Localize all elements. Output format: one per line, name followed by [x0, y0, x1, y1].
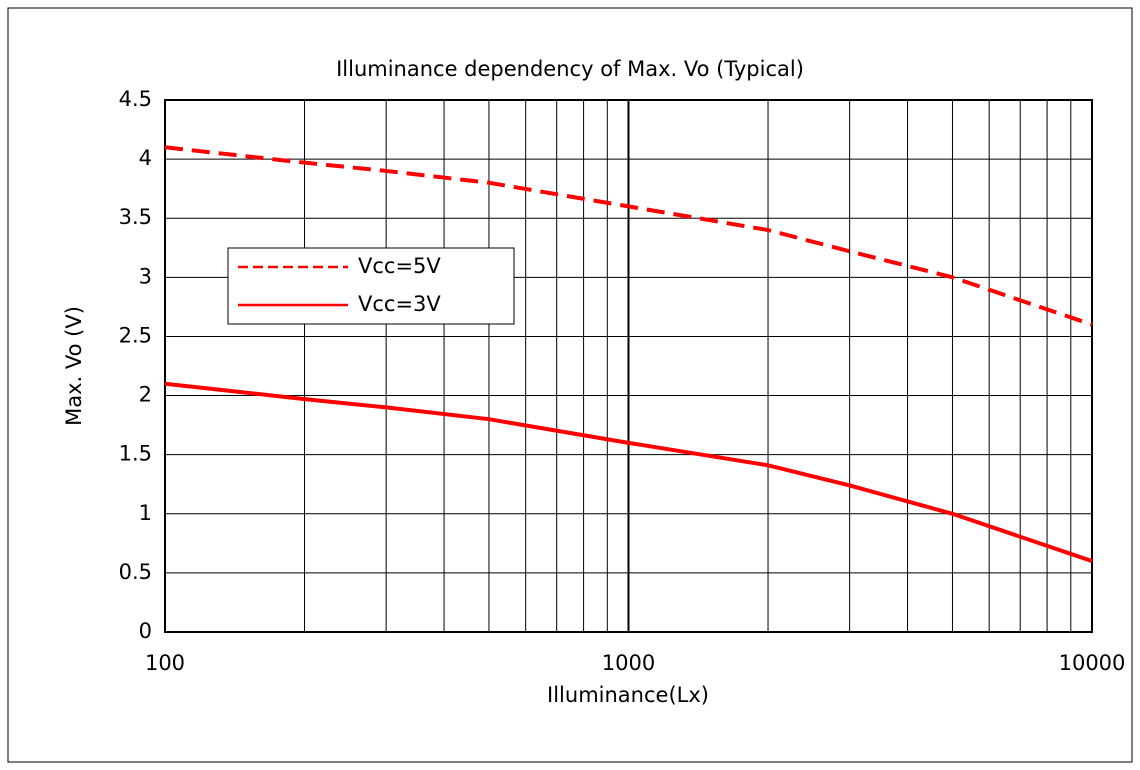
y-tick-label: 4 [139, 146, 152, 170]
y-tick-label: 2 [139, 383, 152, 407]
y-tick-label: 2.5 [119, 323, 152, 347]
plot-border [164, 99, 1093, 633]
y-tick-label: 4.5 [119, 87, 152, 111]
x-tick-label: 1000 [602, 651, 655, 675]
series-line [164, 145, 1093, 327]
y-tick-label: 0 [139, 619, 152, 643]
legend-label: Vcc=5V [358, 254, 441, 278]
legend-box [227, 247, 515, 325]
series-line [164, 381, 1093, 563]
chart-title: Illuminance dependency of Max. Vo (Typic… [336, 57, 804, 81]
x-tick-label: 100 [145, 651, 185, 675]
legend-label: Vcc=3V [358, 292, 441, 316]
x-axis-label: Illuminance(Lx) [547, 683, 709, 707]
y-tick-label: 3 [139, 264, 152, 288]
y-tick-label: 0.5 [119, 560, 152, 584]
y-axis-label: Max. Vo (V) [62, 306, 86, 426]
y-tick-label: 3.5 [119, 205, 152, 229]
y-tick-label: 1 [139, 501, 152, 525]
chart-frame [7, 7, 1133, 763]
x-tick-label: 10000 [1059, 651, 1126, 675]
y-tick-label: 1.5 [119, 442, 152, 466]
